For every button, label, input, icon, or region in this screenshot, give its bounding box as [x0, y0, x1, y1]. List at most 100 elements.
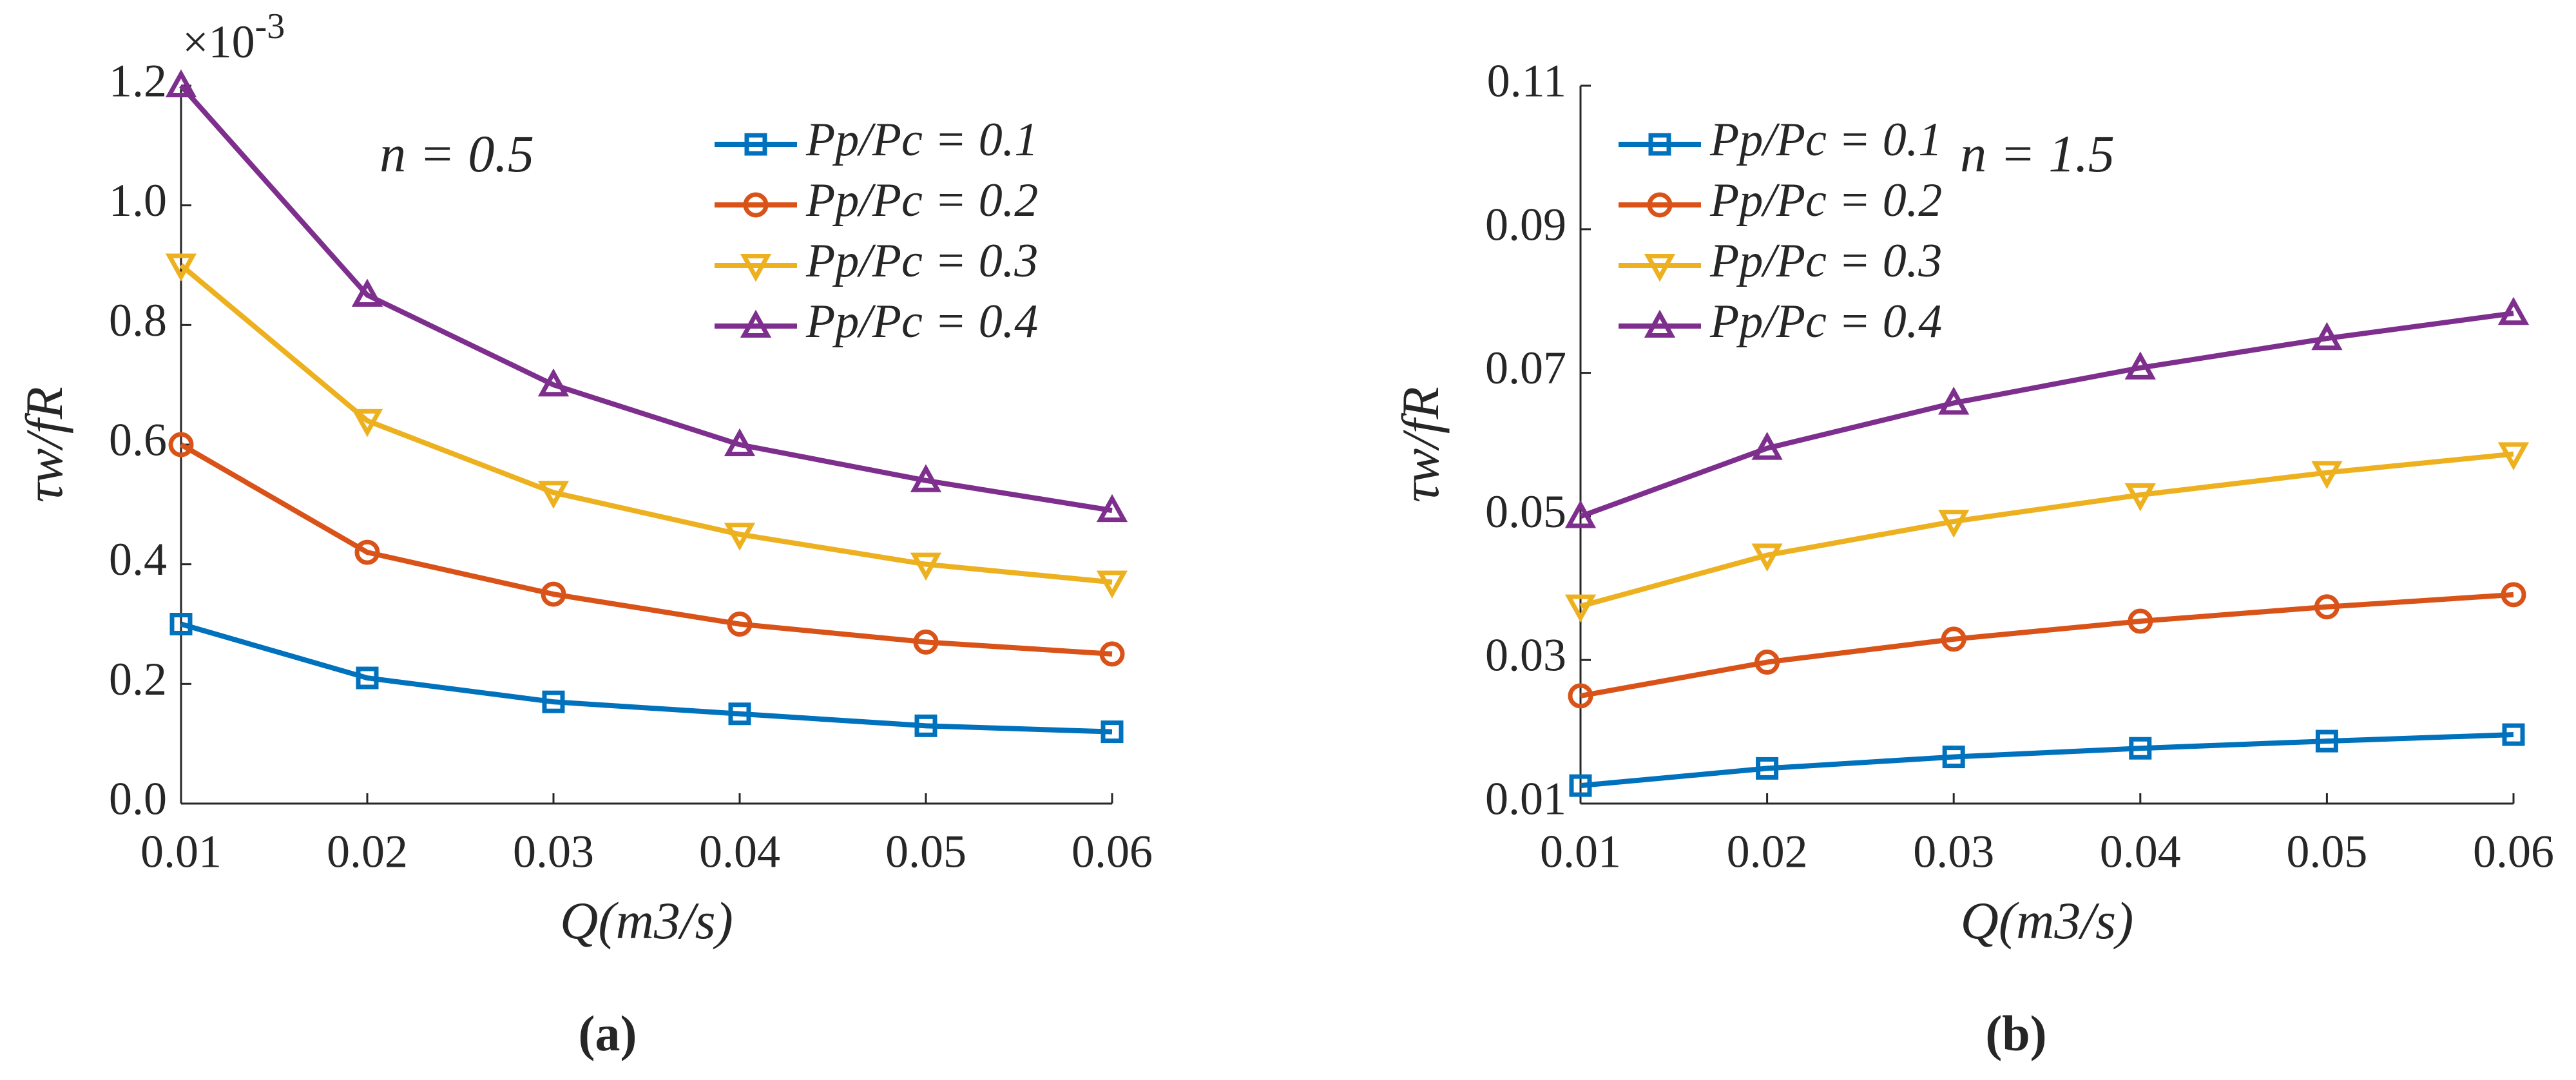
marker [724, 428, 756, 457]
x-tick-label: 0.03 [513, 826, 594, 878]
y-tick-label: 0.11 [1487, 55, 1566, 107]
marker [1754, 650, 1780, 675]
marker [1564, 594, 1597, 623]
marker [914, 714, 937, 737]
chart: 0.01 0.03 0.05 0.07 0.09 0.11 0.01 0.02 0.03 0.04… [1391, 55, 2554, 1061]
x-tick-label: 0.01 [140, 826, 222, 878]
marker [1942, 746, 1965, 769]
series-line [1580, 732, 2514, 789]
marker [165, 253, 197, 282]
marker [910, 464, 942, 492]
series-line [179, 442, 1113, 657]
y-tick-label: 0.6 [109, 414, 167, 466]
x-tick-label: 0.03 [1913, 826, 1994, 878]
marker [1938, 510, 1970, 538]
marker [356, 666, 379, 689]
x-tick-label: 0.02 [1727, 826, 1808, 878]
marker [537, 481, 570, 509]
marker [2124, 483, 2156, 512]
y-axis-label: τw/fR [1391, 387, 1450, 503]
x-tick-label: 0.01 [1540, 826, 1621, 878]
y-axis-label: τw/fR [15, 387, 73, 503]
series-line [1580, 592, 2514, 699]
legend-marker [1647, 192, 1673, 218]
marker [1096, 570, 1128, 599]
y-tick-label: 0.05 [1485, 486, 1566, 537]
marker [537, 368, 570, 397]
annotation: n = 1.5 [1960, 124, 2115, 183]
series-line [180, 621, 1113, 735]
legend-label: Pp/Pc = 0.1 [805, 113, 1038, 166]
marker [542, 690, 565, 713]
marker [1569, 774, 1592, 797]
legend-label: Pp/Pc = 0.2 [805, 174, 1038, 227]
x-tick-label: 0.06 [2473, 826, 2554, 878]
y-tick-label: 0.2 [109, 653, 167, 705]
panel-label: (a) [579, 1005, 637, 1061]
marker [2501, 582, 2526, 608]
y-scale-multiplier: ×10-3 [182, 6, 285, 68]
x-tick-label: 0.05 [2286, 826, 2367, 878]
y-tick-label: 1.0 [109, 175, 167, 226]
marker [728, 702, 751, 726]
y-scale-exponent: -3 [255, 6, 285, 46]
legend-label: Pp/Pc = 0.3 [805, 235, 1038, 287]
marker [1941, 626, 1966, 652]
legend-marker [1648, 133, 1671, 156]
marker [2128, 608, 2153, 634]
series-line [1579, 451, 2514, 609]
marker [354, 539, 380, 565]
marker [1751, 432, 1783, 460]
y-tick-label: 0.4 [109, 534, 167, 585]
x-tick-label: 0.04 [2100, 826, 2181, 878]
marker [351, 278, 383, 307]
marker [541, 581, 566, 607]
marker [727, 612, 753, 637]
marker [168, 432, 194, 458]
marker [2497, 296, 2530, 325]
marker [2502, 723, 2525, 746]
series-line [179, 84, 1113, 514]
marker [2315, 729, 2338, 753]
legend-label: Pp/Pc = 0.2 [1709, 174, 1942, 227]
marker [724, 523, 756, 551]
legend-label: Pp/Pc = 0.4 [805, 295, 1038, 348]
y-tick-label: 0.09 [1485, 198, 1566, 250]
marker [2314, 594, 2340, 620]
x-tick-label: 0.02 [327, 826, 408, 878]
marker [2129, 737, 2152, 760]
marker [169, 613, 193, 635]
chart: 0.0 0.2 0.4 0.6 0.8 1.0 1.2 0.01 0.02 0.03 0.04 0.0… [15, 6, 1153, 1061]
legend-marker [1644, 309, 1676, 338]
series-line [1579, 311, 2514, 519]
marker [1751, 543, 1783, 572]
legend-label: Pp/Pc = 0.3 [1709, 235, 1942, 287]
y-tick-label: 0.07 [1485, 342, 1566, 394]
marker [1568, 683, 1593, 709]
legend-marker [740, 253, 772, 282]
x-tick-label: 0.05 [885, 826, 966, 878]
marker [1096, 494, 1128, 523]
marker [351, 409, 383, 438]
marker [913, 629, 939, 655]
series-line [179, 263, 1113, 585]
marker [2311, 322, 2343, 351]
marker [1756, 757, 1779, 780]
legend-label: Pp/Pc = 0.1 [1709, 113, 1942, 166]
marker [1938, 386, 1970, 415]
marker [1101, 720, 1124, 744]
y-tick-label: 0.01 [1485, 773, 1566, 825]
legend-marker [740, 309, 772, 338]
marker [2311, 461, 2343, 489]
legend-label: Pp/Pc = 0.4 [1709, 295, 1942, 348]
legend-marker [1644, 253, 1676, 282]
marker [2497, 442, 2530, 470]
marker [1099, 641, 1125, 667]
y-scale-base: ×10 [182, 16, 255, 68]
x-axis-label: Q(m3/s) [1961, 891, 2134, 950]
x-axis-label: Q(m3/s) [560, 891, 733, 950]
marker [910, 552, 942, 581]
marker [165, 69, 197, 98]
marker [1564, 499, 1597, 528]
